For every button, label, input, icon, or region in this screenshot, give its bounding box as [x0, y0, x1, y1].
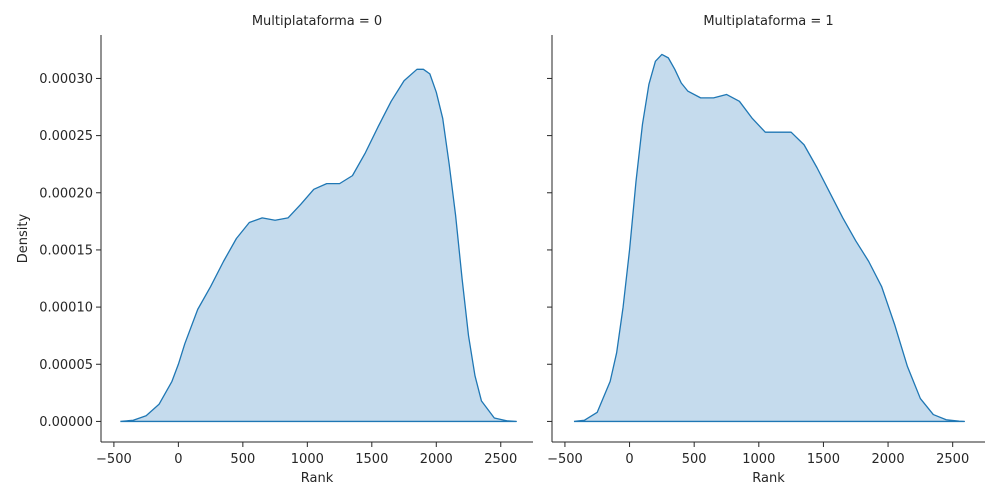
x-tick-label: 2500	[936, 452, 969, 467]
panel-multiplataforma-0: −500 0 500 1000 1500 2000 2500 0.00000 0.00005 0.…	[16, 14, 533, 486]
x-tick-label: 2000	[420, 452, 453, 467]
panel-title: Multiplataforma = 1	[703, 14, 833, 29]
x-tick-label: −500	[547, 452, 583, 467]
panel-title: Multiplataforma = 0	[252, 14, 382, 29]
y-axis-label: Density	[16, 213, 31, 263]
x-tick-label: 2000	[872, 452, 905, 467]
x-tick-label: 0	[625, 452, 633, 467]
y-tick-label: 0.00030	[39, 72, 93, 87]
x-tick-label: 1000	[742, 452, 775, 467]
x-tick-label: 2500	[484, 452, 517, 467]
y-tick-label: 0.00025	[39, 129, 93, 144]
x-tick-label: 1500	[807, 452, 840, 467]
y-tick-label: 0.00015	[39, 243, 93, 258]
x-tick-label: 1000	[291, 452, 324, 467]
y-tick-label: 0.00010	[39, 301, 93, 316]
x-tick-label: 1500	[355, 452, 388, 467]
y-tick-label: 0.00020	[39, 186, 93, 201]
panel-multiplataforma-1: −500 0 500 1000 1500 2000 2500 Multiplataforma …	[547, 14, 985, 486]
y-tick-label: 0.00000	[39, 415, 93, 430]
density-line-0	[120, 68, 517, 423]
x-tick-label: 0	[174, 452, 182, 467]
y-tick-label: 0.00005	[39, 358, 93, 373]
density-line-0	[573, 53, 965, 423]
x-tick-label: 500	[230, 452, 255, 467]
x-tick-label: 500	[682, 452, 707, 467]
density-area-0	[573, 54, 965, 422]
x-axis-label: Rank	[301, 471, 334, 486]
x-tick-label: −500	[96, 452, 132, 467]
x-axis-label: Rank	[752, 471, 785, 486]
density-area-0	[120, 69, 517, 422]
